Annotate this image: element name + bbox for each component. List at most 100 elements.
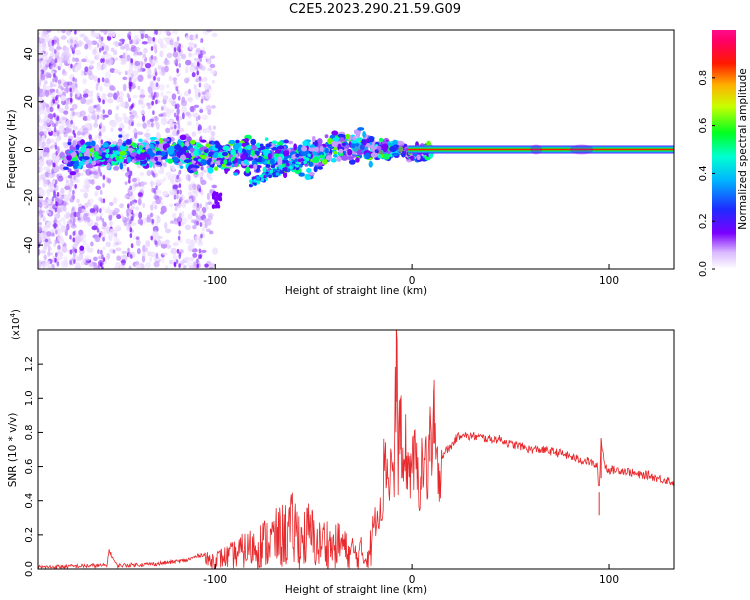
spectrogram-noise-cell xyxy=(60,204,64,213)
spectrogram-band-cell xyxy=(262,167,267,173)
spectrogram-noise-cell xyxy=(196,258,199,264)
spectrogram-noise-cell xyxy=(211,184,217,189)
spectrogram-noise-cell xyxy=(124,181,128,186)
spectrogram-band-cell xyxy=(138,144,143,150)
spectrogram-noise-cell xyxy=(69,260,73,265)
spectrogram-band-cell xyxy=(127,147,133,152)
spectrogram-band-cell xyxy=(331,130,339,136)
spectrogram-noise-cell xyxy=(140,66,143,72)
spectrogram-noise-cell xyxy=(172,77,178,82)
spectrogram-noise-cell xyxy=(129,201,133,207)
spectrogram-noise-cell xyxy=(144,261,152,269)
spectrogram-noise-cell xyxy=(199,38,203,44)
spectrogram-noise-cell xyxy=(132,40,137,44)
spectrogram-noise-cell xyxy=(206,104,212,112)
spectrogram-band-cell xyxy=(282,167,286,172)
spectrogram-x-ticks: -100 0 100 xyxy=(203,264,619,287)
spectrogram-band-cell xyxy=(317,166,323,170)
spectrogram-band-cell xyxy=(295,153,300,158)
spectrogram-noise-cell xyxy=(78,128,84,133)
spectrogram-noise-cell xyxy=(178,221,181,227)
spectrogram-band-cell xyxy=(250,138,257,146)
spectrogram-band-cell xyxy=(324,134,329,139)
spectrogram-noise-cell xyxy=(117,42,123,47)
spectrogram-noise-cell xyxy=(77,203,83,207)
spectrogram-noise-cell xyxy=(187,174,191,182)
spectrogram-noise-cell xyxy=(107,98,114,104)
spectrogram-noise-cell xyxy=(144,132,151,138)
spectrogram-noise-cell xyxy=(155,189,162,195)
spectrogram-band-cell xyxy=(327,145,334,149)
spectrogram-noise-cell xyxy=(209,189,214,194)
spectrogram-noise-cell xyxy=(129,39,132,45)
spectrogram-noise-cell xyxy=(155,82,159,88)
spectrogram-noise-cell xyxy=(42,216,46,222)
spectrogram-noise-cell xyxy=(173,112,177,118)
spectrogram-noise-cell xyxy=(38,105,41,112)
spectrogram-noise-cell xyxy=(207,215,213,221)
spectrogram-noise-cell xyxy=(93,75,98,82)
spectrogram-band-cell xyxy=(67,138,72,143)
spectrogram-noise-cell xyxy=(101,254,104,260)
spectrogram-noise-cell xyxy=(73,66,79,73)
spectrogram-noise-cell xyxy=(65,119,72,128)
spectrogram-band-cell xyxy=(378,137,384,143)
spectrogram-noise-cell xyxy=(62,68,66,74)
spectrogram-noise-cell xyxy=(138,99,142,106)
spectrogram-band-cell xyxy=(364,152,371,160)
spectrogram-noise-cell xyxy=(107,32,114,37)
spectrogram-noise-cell xyxy=(161,44,167,49)
spectrogram-noise-cell xyxy=(172,242,179,247)
spectrogram-band-cell xyxy=(369,144,376,150)
spectrogram-noise-cell xyxy=(121,38,125,45)
spectrogram-band-cell xyxy=(287,140,294,145)
spectrogram-band-cell xyxy=(155,150,162,156)
spectrogram-band-cell xyxy=(530,144,543,155)
spectrogram-noise-cell xyxy=(184,199,190,204)
spectrogram-noise-cell xyxy=(67,174,73,179)
spectrogram-noise-cell xyxy=(158,113,164,118)
spectrogram-noise-cell xyxy=(192,203,199,209)
spectrogram-noise-cell xyxy=(58,128,65,135)
spectrogram-noise-cell xyxy=(150,212,153,218)
spectrogram-noise-cell xyxy=(152,37,156,42)
spectrogram-noise-cell xyxy=(48,174,53,180)
spectrogram-noise-cell xyxy=(136,248,141,255)
spectrogram-noise-cell xyxy=(164,221,168,230)
spectrogram-noise-cell xyxy=(82,127,89,134)
spectrogram-noise-cell xyxy=(136,264,142,269)
spectrogram-band-cell xyxy=(322,158,328,165)
spectrogram-noise-cell xyxy=(158,70,163,75)
spectrogram-noise-cell xyxy=(69,234,72,240)
spectrogram-band-cell xyxy=(357,127,365,131)
spectrogram-noise-cell xyxy=(185,59,192,66)
spectrogram-noise-cell xyxy=(152,172,155,178)
spectrogram-noise-cell xyxy=(141,41,148,45)
spectrogram-noise-cell xyxy=(100,30,104,33)
spectrogram-x-tick-label: 100 xyxy=(599,275,619,287)
spectrogram-noise-cell xyxy=(130,243,134,249)
spectrogram-noise-cell xyxy=(76,256,82,262)
spectrogram-noise-cell xyxy=(69,97,73,103)
spectrogram-noise-cell xyxy=(38,221,42,226)
spectrogram-noise-cell xyxy=(162,117,167,126)
spectrogram-band-cell xyxy=(362,130,366,138)
spectrogram-noise-cell xyxy=(38,86,41,94)
spectrogram-band-cell xyxy=(265,173,269,178)
spectrogram-noise-cell xyxy=(66,53,71,59)
spectrogram-band-cell xyxy=(105,153,110,159)
spectrogram-band-cell xyxy=(118,134,123,138)
spectrogram-noise-cell xyxy=(127,217,130,222)
spectrogram-noise-cell xyxy=(98,232,102,238)
spectrogram-band-cell xyxy=(171,156,179,163)
spectrogram-noise-cell xyxy=(76,30,81,33)
spectrogram-noise-cell xyxy=(95,103,101,111)
spectrogram-band-cell xyxy=(106,162,111,170)
spectrogram-band-cell xyxy=(235,139,240,144)
spectrogram-noise-cell xyxy=(42,231,47,239)
spectrogram-noise-cell xyxy=(72,125,79,131)
spectrogram-band-cell xyxy=(264,137,269,141)
spectrogram-band-cell xyxy=(167,147,174,155)
spectrogram-noise-cell xyxy=(52,98,56,104)
spectrogram-band-cell xyxy=(243,159,249,165)
